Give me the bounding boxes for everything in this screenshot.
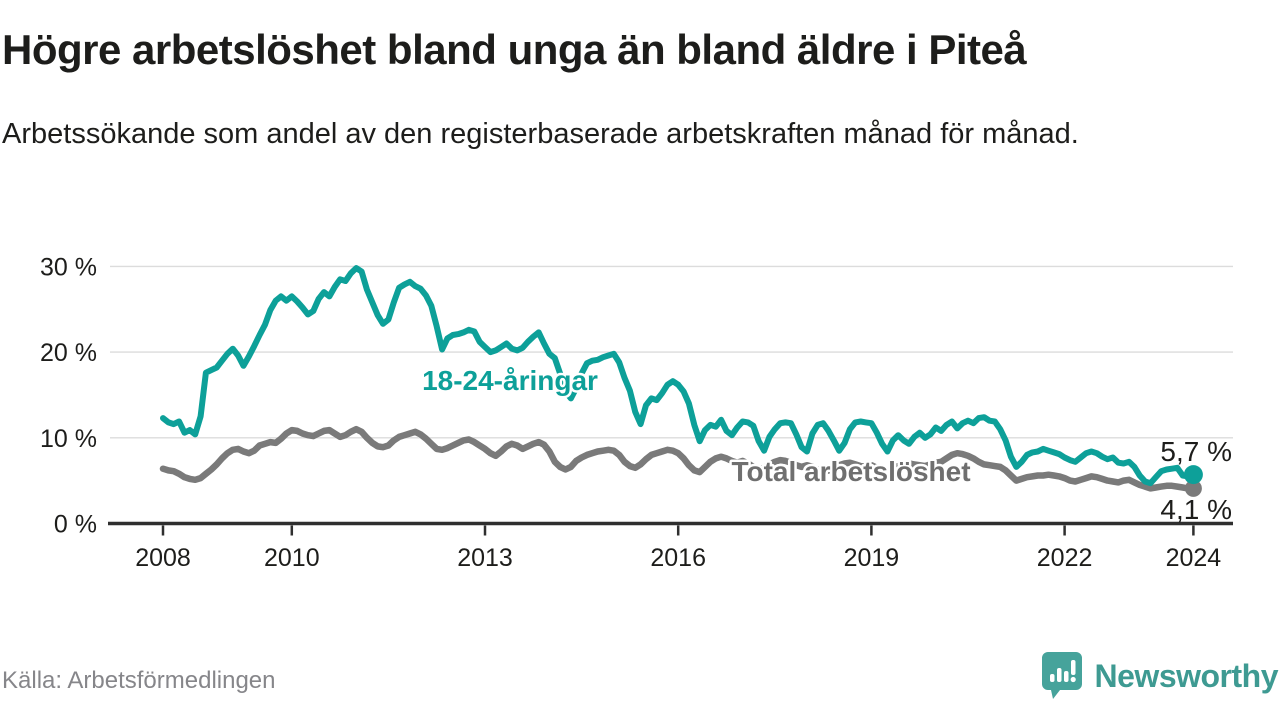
y-axis-label: 30 % bbox=[40, 253, 97, 281]
newsworthy-logo-icon bbox=[1041, 652, 1082, 699]
page-title: Högre arbetslöshet bland unga än bland ä… bbox=[2, 26, 1027, 73]
page-subtitle: Arbetssökande som andel av den registerb… bbox=[2, 118, 1079, 150]
logo-exclamation-dot bbox=[1070, 676, 1076, 683]
logo-exclamation-bar bbox=[1070, 660, 1076, 675]
source-note: Källa: Arbetsförmedlingen bbox=[2, 667, 276, 694]
series-end-dot-total bbox=[1184, 479, 1202, 497]
series-end-dot-youth bbox=[1183, 465, 1203, 485]
logo-bar-2 bbox=[1056, 668, 1062, 682]
end-value-label-total: 4,1 % bbox=[1160, 494, 1232, 525]
brand-footer: Newsworthy bbox=[1038, 648, 1279, 704]
y-axis-label: 0 % bbox=[54, 511, 97, 539]
x-axis-label: 2008 bbox=[135, 544, 191, 572]
series-line-total bbox=[159, 425, 1197, 492]
x-axis-label: 2013 bbox=[457, 544, 513, 572]
logo-bar-1 bbox=[1049, 674, 1055, 682]
x-axis-label: 2024 bbox=[1166, 544, 1222, 572]
x-axis-label: 2010 bbox=[264, 544, 320, 572]
x-axis-label: 2016 bbox=[650, 544, 706, 572]
series-label-total: Total arbetslöshet bbox=[731, 456, 970, 487]
y-axis-label: 20 % bbox=[40, 339, 97, 367]
y-axis-label: 10 % bbox=[40, 425, 97, 453]
brand-name: Newsworthy bbox=[1094, 657, 1279, 694]
logo-bar-3 bbox=[1063, 671, 1069, 682]
x-axis-label: 2019 bbox=[844, 544, 900, 572]
series-label-youth: 18-24-åringar bbox=[422, 365, 598, 396]
x-axis-label: 2022 bbox=[1037, 544, 1093, 572]
end-value-label-youth: 5,7 % bbox=[1160, 436, 1232, 467]
series-line-youth bbox=[160, 265, 1197, 487]
logo-bubble bbox=[1041, 652, 1082, 699]
